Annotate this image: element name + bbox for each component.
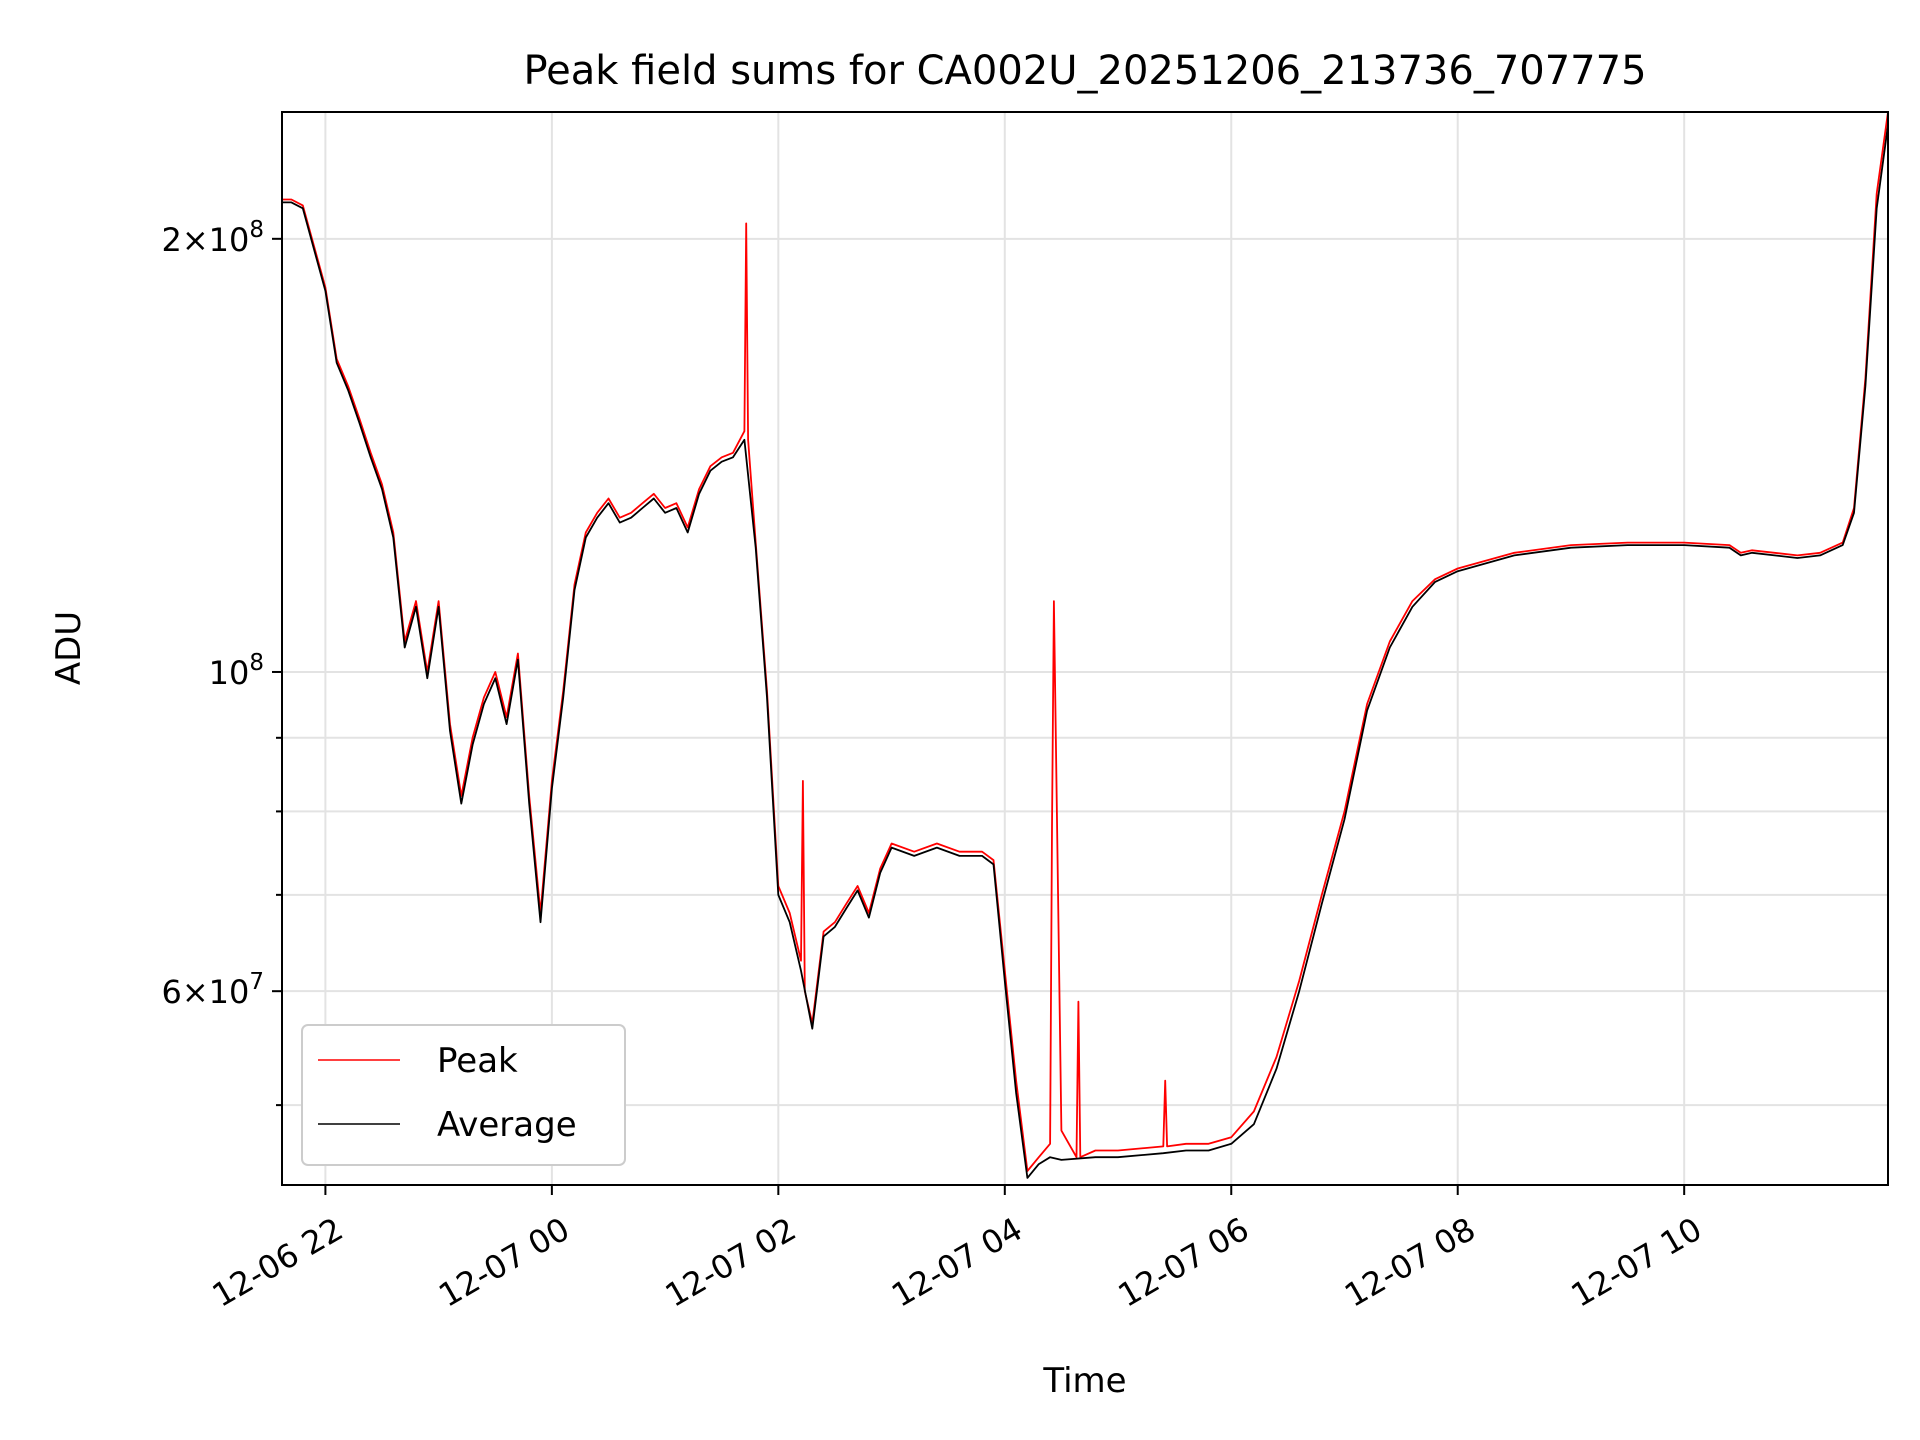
grid	[282, 112, 1888, 1185]
chart-title: Peak field sums for CA002U_20251206_2137…	[523, 48, 1646, 94]
series-line-peak	[282, 111, 1889, 1172]
legend-label-peak: Peak	[437, 1041, 518, 1081]
y-axis-label: ADU	[49, 611, 89, 685]
y-tick-label: 6×107	[161, 969, 264, 1011]
series-line-average	[282, 124, 1889, 1179]
series-lines	[282, 111, 1889, 1179]
x-axis-label: Time	[1042, 1361, 1126, 1401]
legend-label-average: Average	[437, 1105, 577, 1145]
plot-frame	[281, 111, 1889, 1186]
y-axis: 2×108 108 6×107	[161, 217, 282, 1107]
y-tick-label: 2×108	[161, 217, 264, 259]
y-tick-label: 108	[209, 650, 264, 692]
legend: Peak Average	[301, 1024, 626, 1166]
